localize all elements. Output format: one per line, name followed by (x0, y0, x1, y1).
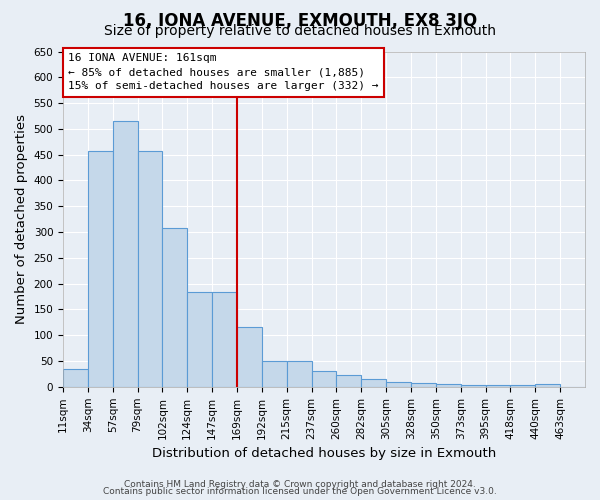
Bar (113, 121, 137, 387)
Bar (88, 151, 113, 387)
Text: 16, IONA AVENUE, EXMOUTH, EX8 3JQ: 16, IONA AVENUE, EXMOUTH, EX8 3JQ (123, 12, 477, 30)
Bar (163, 228, 187, 387)
Bar (237, 328, 262, 387)
Bar (461, 386, 485, 387)
Bar (287, 361, 311, 387)
Bar (361, 379, 386, 387)
X-axis label: Distribution of detached houses by size in Exmouth: Distribution of detached houses by size … (152, 447, 496, 460)
Text: 16 IONA AVENUE: 161sqm
← 85% of detached houses are smaller (1,885)
15% of semi-: 16 IONA AVENUE: 161sqm ← 85% of detached… (68, 53, 379, 91)
Bar (337, 376, 361, 387)
Bar (436, 384, 461, 387)
Bar (411, 382, 436, 387)
Text: Contains public sector information licensed under the Open Government Licence v3: Contains public sector information licen… (103, 487, 497, 496)
Bar (187, 292, 212, 387)
Bar (262, 361, 287, 387)
Bar (137, 151, 163, 387)
Bar (485, 386, 511, 387)
Bar (63, 369, 88, 387)
Bar (311, 372, 337, 387)
Bar (511, 386, 535, 387)
Text: Size of property relative to detached houses in Exmouth: Size of property relative to detached ho… (104, 24, 496, 38)
Bar (212, 292, 237, 387)
Bar (535, 384, 560, 387)
Text: Contains HM Land Registry data © Crown copyright and database right 2024.: Contains HM Land Registry data © Crown c… (124, 480, 476, 489)
Bar (386, 382, 411, 387)
Y-axis label: Number of detached properties: Number of detached properties (15, 114, 28, 324)
